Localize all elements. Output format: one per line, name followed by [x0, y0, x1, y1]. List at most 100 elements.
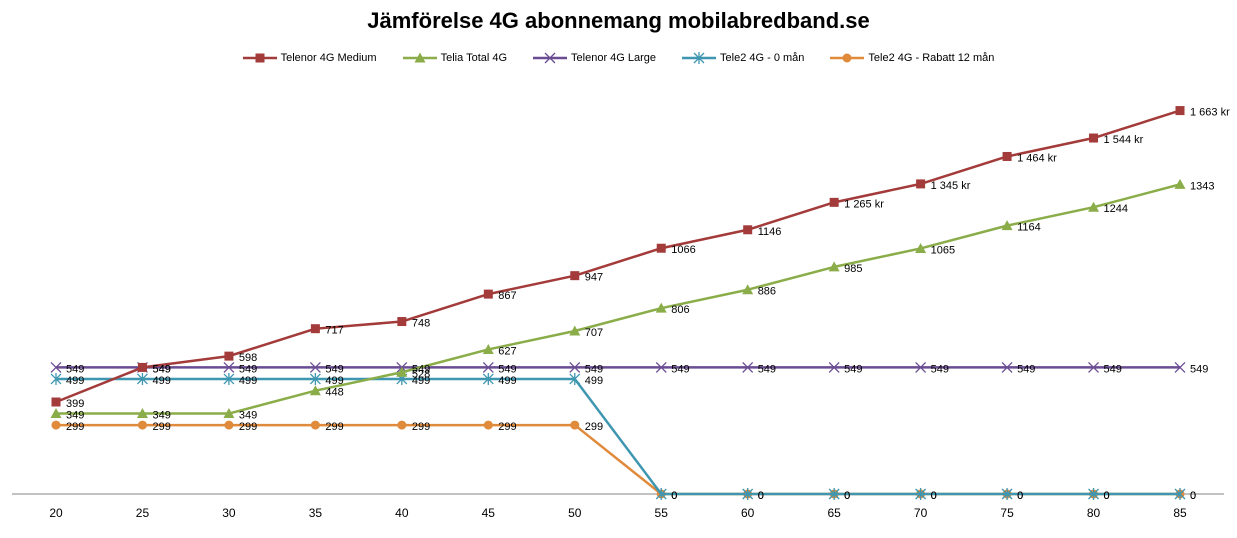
data-label: 0 [844, 490, 850, 502]
data-label: 1164 [1017, 222, 1041, 234]
data-point [742, 284, 754, 295]
data-label: 448 [325, 387, 343, 399]
data-label: 0 [758, 490, 764, 502]
data-point [1174, 178, 1186, 189]
x-tick-label: 65 [827, 506, 841, 520]
data-point [742, 488, 754, 500]
series-line [56, 183, 1181, 415]
data-label: 528 [412, 368, 430, 380]
data-point [482, 361, 494, 373]
legend-item: Tele2 4G - 0 mån [682, 52, 804, 64]
data-label: 0 [671, 490, 677, 502]
legend-item: Telia Total 4G [402, 52, 507, 64]
data-label: 549 [585, 363, 603, 375]
data-point [309, 385, 321, 396]
data-label: 549 [931, 363, 949, 375]
data-label: 399 [66, 398, 84, 410]
data-point [50, 361, 62, 373]
data-point [50, 408, 62, 419]
series-group [51, 106, 1185, 407]
legend-swatch [682, 52, 717, 64]
data-point [137, 420, 147, 430]
data-label: 549 [1104, 363, 1122, 375]
data-label: 867 [498, 290, 516, 302]
data-point [1001, 361, 1013, 373]
data-label: 299 [325, 421, 343, 433]
data-label: 0 [1104, 490, 1110, 502]
data-label: 549 [498, 363, 516, 375]
data-label: 549 [1190, 363, 1208, 375]
data-point [828, 488, 840, 500]
legend-item: Telenor 4G Large [533, 52, 656, 64]
data-point [1001, 488, 1013, 500]
legend-swatch [533, 52, 568, 64]
data-label: 499 [66, 375, 84, 387]
data-point [828, 361, 840, 373]
data-point [397, 420, 407, 430]
data-label: 0 [931, 490, 937, 502]
data-label: 0 [758, 490, 764, 502]
data-point [916, 179, 926, 189]
legend-item: Telenor 4G Medium [242, 52, 377, 64]
data-point [223, 361, 235, 373]
data-point [569, 361, 581, 373]
data-point [569, 372, 581, 385]
x-tick-label: 20 [49, 506, 63, 520]
x-tick-label: 80 [1087, 506, 1101, 520]
data-label: 549 [844, 363, 862, 375]
data-point [570, 420, 580, 430]
data-label: 1244 [1104, 203, 1128, 215]
data-label: 549 [758, 363, 776, 375]
data-label: 299 [152, 421, 170, 433]
data-point [655, 302, 667, 313]
data-point [396, 366, 408, 377]
data-label: 1 345 kr [931, 180, 971, 192]
data-label: 1 663 kr [1190, 107, 1230, 119]
data-point [915, 242, 927, 253]
data-point [569, 325, 581, 336]
data-label: 1 265 kr [844, 198, 884, 210]
x-tick-label: 25 [136, 506, 150, 520]
data-point [137, 372, 148, 385]
data-label: 299 [239, 421, 257, 433]
data-point [482, 372, 494, 385]
data-point [915, 361, 927, 373]
data-label: 299 [66, 421, 84, 433]
data-label: 549 [66, 363, 84, 375]
x-tick-label: 85 [1173, 506, 1187, 520]
data-point [309, 372, 321, 385]
data-label: 499 [585, 375, 603, 387]
data-label: 0 [1190, 490, 1196, 502]
x-tick-label: 70 [914, 506, 928, 520]
data-label: 717 [325, 325, 343, 337]
data-label: 549 [1017, 363, 1035, 375]
data-point [51, 397, 61, 407]
data-point [1174, 361, 1186, 373]
legend-swatch [242, 53, 277, 63]
series-line [55, 109, 1181, 404]
data-point [742, 361, 754, 373]
data-label: 806 [671, 304, 689, 316]
legend-label: Tele2 4G - Rabatt 12 mån [868, 52, 995, 64]
data-point [482, 343, 494, 354]
data-point [223, 408, 235, 419]
data-label: 707 [585, 327, 603, 339]
series-line [56, 377, 1180, 496]
chart-legend: Telenor 4G Medium Telia Total 4G Telenor 4… [0, 52, 1237, 64]
data-point [397, 317, 407, 327]
data-point [1175, 106, 1185, 116]
data-label: 627 [498, 345, 516, 357]
data-label: 1146 [758, 226, 782, 238]
data-point [1088, 361, 1099, 373]
x-tick-label: 30 [222, 506, 236, 520]
data-point [1088, 201, 1100, 212]
legend-swatch [402, 52, 437, 63]
data-point [50, 372, 62, 385]
data-point [224, 420, 234, 430]
data-point [483, 420, 493, 430]
data-label: 499 [498, 375, 516, 387]
data-label: 499 [412, 375, 430, 387]
data-point [483, 289, 493, 299]
data-point [310, 324, 320, 334]
